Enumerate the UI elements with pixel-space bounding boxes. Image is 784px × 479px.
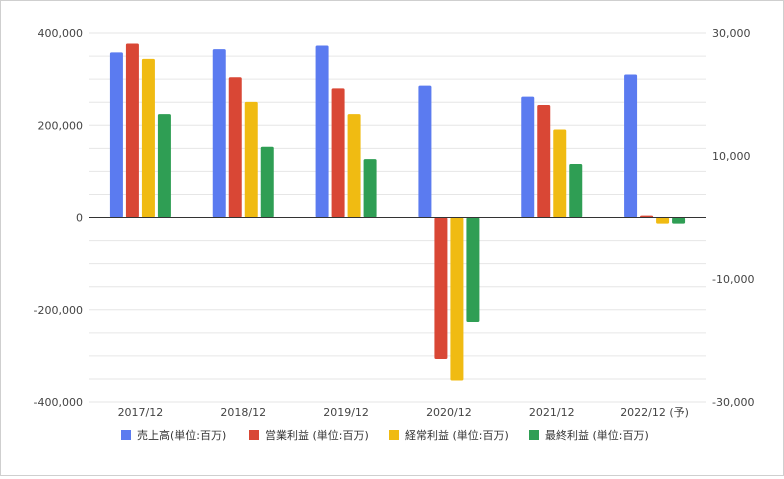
bar-3-2017/12 bbox=[141, 58, 155, 218]
x-tick-label: 2018/12 bbox=[220, 406, 266, 419]
y-left-tick-label: -200,000 bbox=[34, 304, 83, 317]
bar-3-2020/12 bbox=[450, 217, 464, 381]
bar-4-2020/12 bbox=[466, 217, 480, 323]
y-axis-right: 30,000 10,000 -10,000 -30,000 bbox=[712, 27, 754, 409]
bar-1-2018/12 bbox=[212, 49, 226, 218]
legend-swatch bbox=[389, 430, 399, 440]
legend-swatch bbox=[249, 430, 259, 440]
bar-3-2018/12 bbox=[244, 101, 258, 218]
bar-3-2019/12 bbox=[347, 114, 361, 218]
y-left-tick-label: 400,000 bbox=[38, 27, 84, 40]
x-tick-label: 2021/12 bbox=[529, 406, 575, 419]
bar-4-2021/12 bbox=[569, 163, 583, 218]
bar-2-2020/12 bbox=[434, 217, 448, 359]
bar-4-2018/12 bbox=[260, 146, 274, 218]
bar-2-2019/12 bbox=[331, 88, 345, 218]
y-axis-left: 400,000 200,000 0 -200,000 -400,000 bbox=[34, 27, 83, 409]
bar-3-2021/12 bbox=[553, 129, 567, 218]
bar-2-2017/12 bbox=[125, 43, 139, 218]
bars bbox=[109, 43, 686, 381]
y-left-tick-label: 200,000 bbox=[38, 119, 84, 132]
x-axis: 2017/12 2018/12 2019/12 2020/12 2021/12 2022/… bbox=[118, 406, 689, 419]
gridlines bbox=[89, 32, 706, 403]
x-tick-label: 2020/12 bbox=[426, 406, 472, 419]
y-right-tick-label: 30,000 bbox=[712, 27, 751, 40]
legend-label: 売上高(単位:百万) bbox=[137, 428, 226, 442]
bar-3-2022/12 (予) bbox=[656, 217, 670, 224]
bar-1-2019/12 bbox=[315, 45, 329, 218]
bar-1-2021/12 bbox=[521, 96, 535, 218]
bar-4-2017/12 bbox=[157, 114, 171, 218]
legend-label: 最終利益 (単位:百万) bbox=[545, 428, 649, 442]
bar-1-2017/12 bbox=[109, 52, 123, 218]
x-tick-label: 2017/12 bbox=[118, 406, 164, 419]
y-left-tick-label: -400,000 bbox=[34, 396, 83, 409]
bar-4-2022/12 (予) bbox=[672, 217, 686, 224]
x-tick-label: 2019/12 bbox=[323, 406, 369, 419]
x-tick-label: 2022/12 (予) bbox=[620, 406, 689, 419]
legend-swatch bbox=[529, 430, 539, 440]
y-right-tick-label: -10,000 bbox=[712, 273, 754, 286]
bar-4-2019/12 bbox=[363, 159, 377, 218]
bar-2-2018/12 bbox=[228, 77, 242, 218]
legend-swatch bbox=[121, 430, 131, 440]
bar-1-2020/12 bbox=[418, 85, 432, 218]
bar-1-2022/12 (予) bbox=[624, 74, 638, 218]
y-left-tick-label: 0 bbox=[76, 212, 83, 225]
legend-label: 経常利益 (単位:百万) bbox=[405, 428, 509, 442]
y-right-tick-label: 10,000 bbox=[712, 150, 751, 163]
bar-2-2021/12 bbox=[537, 104, 551, 218]
legend-label: 営業利益 (単位:百万) bbox=[265, 428, 369, 442]
y-right-tick-label: -30,000 bbox=[712, 396, 754, 409]
legend: 売上高(単位:百万) 営業利益 (単位:百万) 経常利益 (単位:百万) 最終利益 (… bbox=[121, 428, 649, 442]
